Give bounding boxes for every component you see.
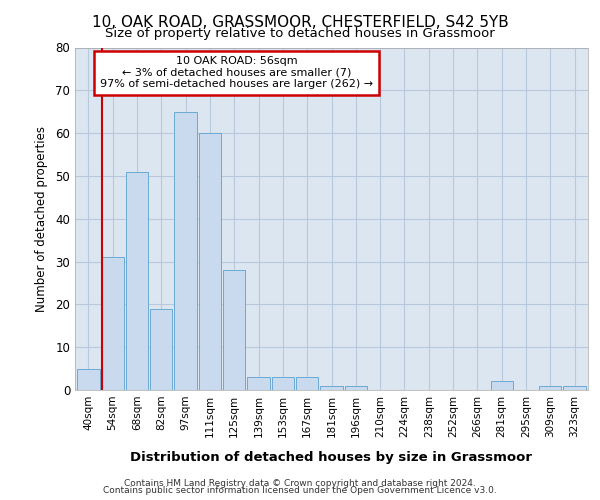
Bar xyxy=(320,386,343,390)
Bar xyxy=(199,133,221,390)
Text: Size of property relative to detached houses in Grassmoor: Size of property relative to detached ho… xyxy=(105,27,495,40)
Y-axis label: Number of detached properties: Number of detached properties xyxy=(35,126,49,312)
Bar xyxy=(101,258,124,390)
Bar xyxy=(77,368,100,390)
Bar xyxy=(344,386,367,390)
Bar xyxy=(563,386,586,390)
Text: 10, OAK ROAD, GRASSMOOR, CHESTERFIELD, S42 5YB: 10, OAK ROAD, GRASSMOOR, CHESTERFIELD, S… xyxy=(92,15,508,30)
Bar xyxy=(126,172,148,390)
Bar xyxy=(175,112,197,390)
Text: 10 OAK ROAD: 56sqm
← 3% of detached houses are smaller (7)
97% of semi-detached : 10 OAK ROAD: 56sqm ← 3% of detached hous… xyxy=(100,56,373,90)
Text: Contains HM Land Registry data © Crown copyright and database right 2024.: Contains HM Land Registry data © Crown c… xyxy=(124,478,476,488)
Bar xyxy=(150,308,172,390)
Bar xyxy=(223,270,245,390)
Bar xyxy=(272,377,294,390)
X-axis label: Distribution of detached houses by size in Grassmoor: Distribution of detached houses by size … xyxy=(131,451,533,464)
Bar xyxy=(539,386,562,390)
Text: Contains public sector information licensed under the Open Government Licence v3: Contains public sector information licen… xyxy=(103,486,497,495)
Bar xyxy=(247,377,270,390)
Bar xyxy=(491,382,513,390)
Bar xyxy=(296,377,319,390)
